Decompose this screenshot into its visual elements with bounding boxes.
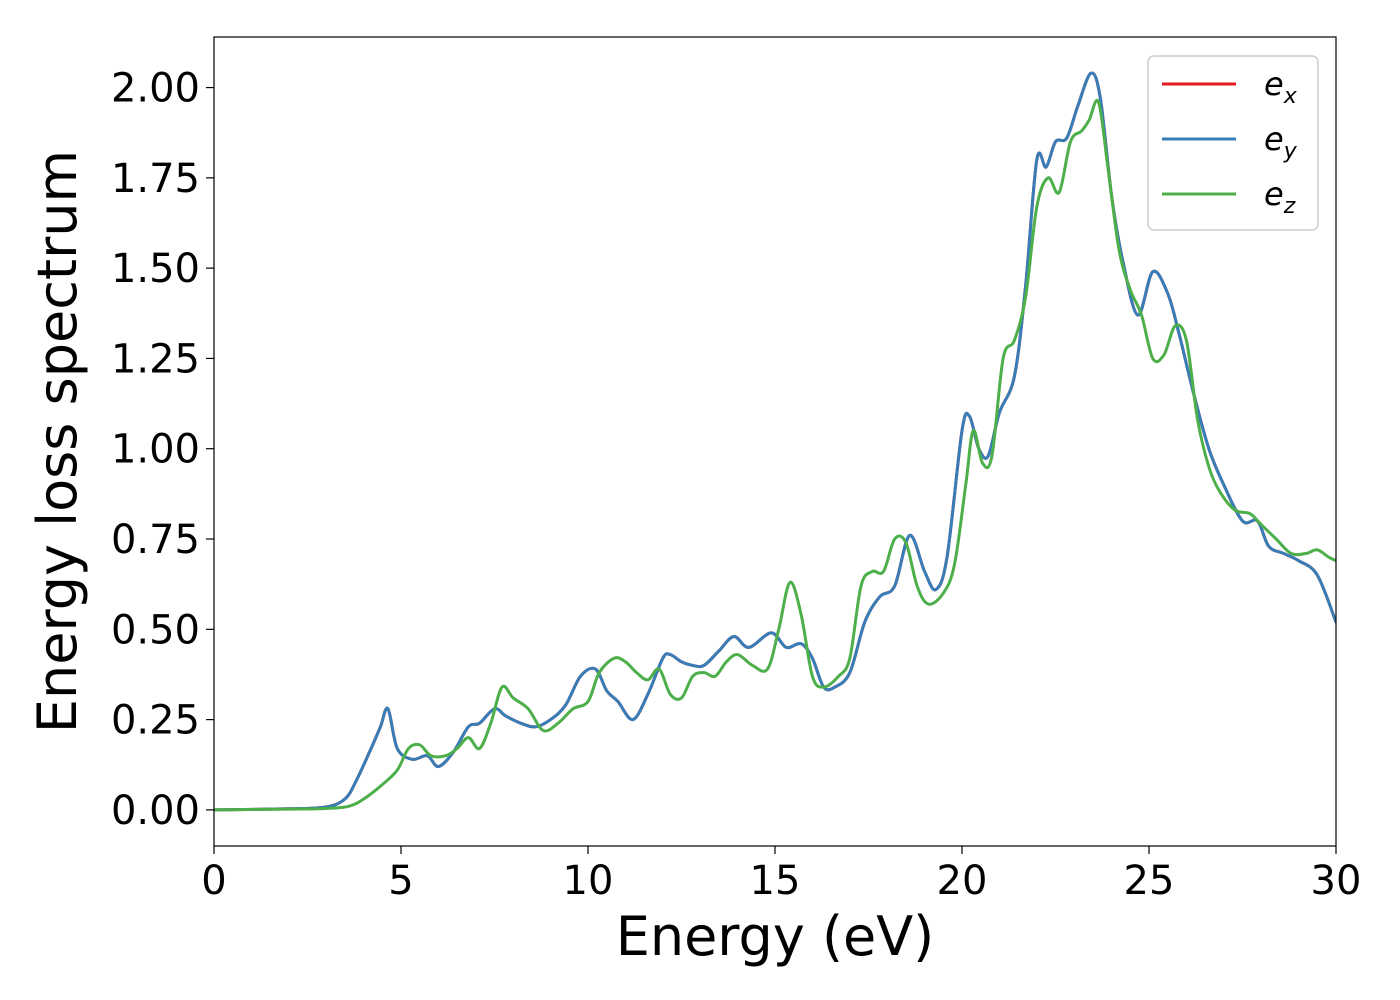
series-line-ez [214, 98, 1336, 812]
legend-label: ex [1264, 65, 1298, 109]
y-tick-label: 0.75 [111, 517, 200, 563]
y-tick-label: 2.00 [111, 66, 200, 112]
legend-label: ez [1264, 175, 1296, 219]
series-line-ey [214, 71, 1336, 812]
legend: ex ey ez [1147, 55, 1319, 231]
legend-label: ey [1264, 120, 1298, 164]
y-tick-label: 1.00 [111, 427, 200, 473]
x-tick-label: 20 [937, 858, 988, 904]
y-tick-label: 1.75 [111, 156, 200, 202]
legend-box [1147, 55, 1319, 231]
x-tick-label: 5 [388, 858, 413, 904]
y-tick-label: 1.50 [111, 246, 200, 292]
x-axis-ticks: 0 5 10 15 20 25 30 [201, 846, 1361, 904]
y-tick-label: 1.25 [111, 336, 200, 382]
series-lines [214, 71, 1336, 812]
x-tick-label: 30 [1311, 858, 1362, 904]
x-tick-label: 25 [1124, 858, 1175, 904]
x-axis-label: Energy (eV) [616, 905, 935, 968]
y-axis-ticks: 0.00 0.25 0.50 0.75 1.00 1.25 1.50 1.75 2.00 [111, 66, 214, 834]
plot-area [213, 36, 1337, 847]
y-tick-label: 0.00 [111, 788, 200, 834]
y-axis-label: Energy loss spectrum [26, 150, 89, 733]
x-tick-label: 0 [201, 858, 226, 904]
y-tick-label: 0.25 [111, 698, 200, 744]
x-tick-label: 10 [563, 858, 614, 904]
x-tick-label: 15 [750, 858, 801, 904]
y-tick-label: 0.50 [111, 607, 200, 653]
